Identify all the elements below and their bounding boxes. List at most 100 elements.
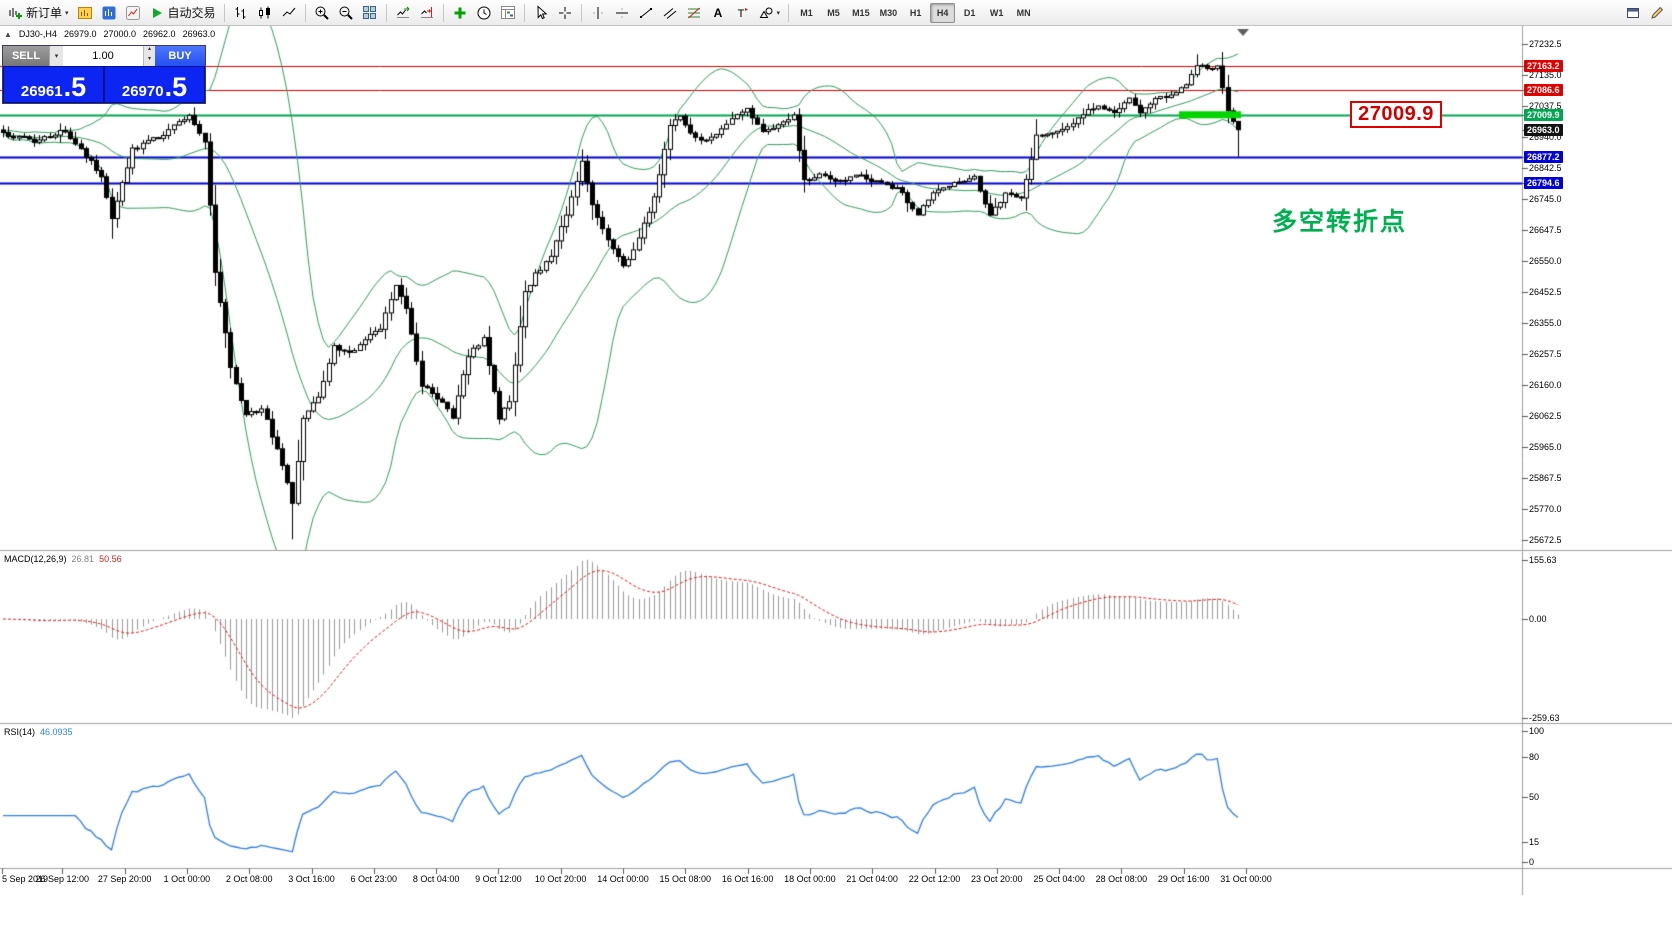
macd-axis-label: -259.63 <box>1529 712 1560 723</box>
text-button[interactable]: A <box>706 2 730 24</box>
time-axis-label: 25 Oct 04:00 <box>1033 874 1085 884</box>
sell-button[interactable]: SELL <box>3 46 49 66</box>
sell-price-frac: .5 <box>63 72 87 103</box>
templates-icon <box>500 5 516 21</box>
timeframe-m1-button[interactable]: M1 <box>800 7 813 18</box>
one-click-trading-panel: SELL 1.00 BUY 26961.5 26970.5 <box>2 45 206 104</box>
vertical-line-button[interactable] <box>586 2 610 24</box>
price-axis-label: 26257.5 <box>1529 349 1562 360</box>
macd-main-value: 26.81 <box>71 554 95 564</box>
new-order-button[interactable]: 新订单 ▾ <box>3 2 73 24</box>
rsi-axis-label: 100 <box>1529 726 1545 736</box>
pencil-icon <box>1649 5 1665 21</box>
shapes-button[interactable]: ▾ <box>754 2 785 24</box>
templates-button[interactable] <box>496 2 520 24</box>
zoom-out-button[interactable] <box>334 2 358 24</box>
tile-icon <box>362 5 378 21</box>
time-axis-label: 21 Oct 04:00 <box>846 874 898 884</box>
volume-stepper[interactable] <box>143 46 155 66</box>
horizontal-line-button[interactable] <box>610 2 634 24</box>
timeframe-h1-button[interactable]: H1 <box>909 7 922 18</box>
time-axis-label: 22 Oct 12:00 <box>908 874 961 884</box>
time-axis-label: 3 Oct 16:00 <box>288 874 335 884</box>
toolbar-separator <box>580 3 582 22</box>
macd-signal-value: 50.56 <box>99 554 122 564</box>
time-axis-label: 29 Oct 16:00 <box>1157 874 1210 884</box>
timeframe-m15-button[interactable]: M15 <box>852 7 870 18</box>
toolbar: 新订单 ▾ 自动交易 A T ▾ M1 M5 M15 M30 H1 H4 D1 W1 MN <box>0 0 1672 26</box>
zoom-in-button[interactable] <box>310 2 334 24</box>
rsi-name: RSI(14) <box>4 727 36 737</box>
docking-button[interactable] <box>1621 2 1645 24</box>
rsi-value: 46.0935 <box>40 727 73 737</box>
stepper-up-icon[interactable] <box>144 46 155 56</box>
sell-price[interactable]: 26961.5 <box>4 67 103 102</box>
candles-icon <box>257 5 273 21</box>
collapse-trade-panel-icon[interactable] <box>4 29 12 39</box>
periods-button[interactable] <box>472 2 496 24</box>
chart-shift-button[interactable] <box>415 2 439 24</box>
channel-button[interactable] <box>658 2 682 24</box>
price-axis-label: 26842.5 <box>1529 163 1562 174</box>
timeframe-d1-button[interactable]: D1 <box>963 7 976 18</box>
profiles-button[interactable] <box>73 2 97 24</box>
fibonacci-button[interactable] <box>682 2 706 24</box>
svg-text:A: A <box>713 6 722 20</box>
chart-canvas[interactable] <box>0 26 1672 950</box>
autotrading-button[interactable]: 自动交易 <box>145 2 220 24</box>
rsi-indicator-label: RSI(14) 46.0935 <box>4 727 73 737</box>
chart-annotation-text[interactable]: 多空转折点 <box>1272 208 1408 236</box>
time-axis-label: 15 Oct 08:00 <box>659 874 712 884</box>
timeframe-m30-button[interactable]: M30 <box>879 7 898 18</box>
strategy-tester-button[interactable] <box>121 2 145 24</box>
time-axis-label: 6 Oct 23:00 <box>350 874 398 884</box>
cursor-icon <box>533 4 549 21</box>
time-axis-label: 31 Oct 00:00 <box>1220 874 1272 884</box>
toolbar-separator <box>442 3 444 22</box>
crosshair-button[interactable] <box>553 2 577 24</box>
line-chart-button[interactable] <box>277 2 301 24</box>
macd-axis-label: 155.63 <box>1529 554 1557 565</box>
timeframe-w1-button[interactable]: W1 <box>989 7 1004 18</box>
timeframe-m5-button[interactable]: M5 <box>827 7 840 18</box>
timeframe-h4-button[interactable]: H4 <box>930 2 956 23</box>
volume-input[interactable]: 1.00 <box>63 46 143 66</box>
trendline-button[interactable] <box>634 2 658 24</box>
price-axis-label: 25867.5 <box>1529 473 1562 484</box>
price-axis-label: 26160.0 <box>1529 380 1562 391</box>
volume-dropdown-icon[interactable] <box>49 46 63 66</box>
macd-name: MACD(12,26,9) <box>4 554 67 564</box>
tile-windows-button[interactable] <box>358 2 382 24</box>
pencil-button[interactable] <box>1645 2 1669 24</box>
zoom-out-icon <box>338 5 354 21</box>
candlestick-chart-button[interactable] <box>253 2 277 24</box>
timeframe-mn-button[interactable]: MN <box>1016 7 1031 18</box>
buy-price[interactable]: 26970.5 <box>105 67 204 102</box>
price-axis-label: 25770.0 <box>1529 504 1562 515</box>
indicators-button[interactable] <box>448 2 472 24</box>
price-axis[interactable]: 27232.5 27135.0 27037.5 26940.0 26842.5 26745… <box>1523 26 1672 895</box>
vline-icon <box>590 5 606 21</box>
toolbar-separator <box>788 3 790 22</box>
time-axis[interactable]: 5 Sep 2019 26 Sep 12:00 27 Sep 20:00 1 Oct … <box>0 871 1522 893</box>
bar-chart-button[interactable] <box>229 2 253 24</box>
toolbar-group: A T ▾ <box>586 2 785 24</box>
label-button[interactable]: T <box>730 2 754 24</box>
price-tag: 27163.2 <box>1524 60 1563 73</box>
toolbar-separator <box>304 3 306 22</box>
buy-button[interactable]: BUY <box>155 46 205 66</box>
time-axis-label: 1 Oct 00:00 <box>163 874 211 884</box>
toolbar-separator <box>223 3 225 22</box>
text-icon: A <box>710 5 726 21</box>
price-axis-label: 25672.5 <box>1529 535 1562 546</box>
toolbar-separator <box>523 3 525 22</box>
tester-icon <box>125 5 141 21</box>
bars-icon <box>233 5 249 21</box>
ohlc-header: DJ30-,H4 26979.0 27000.0 26962.0 26963.0 <box>4 29 215 39</box>
auto-scroll-button[interactable] <box>391 2 415 24</box>
stepper-down-icon[interactable] <box>144 56 155 66</box>
cursor-button[interactable] <box>529 2 553 24</box>
terminal-button[interactable] <box>97 2 121 24</box>
time-axis-label: 5 Sep 2019 <box>2 874 49 884</box>
price-callout-label[interactable]: 27009.9 <box>1350 101 1442 128</box>
